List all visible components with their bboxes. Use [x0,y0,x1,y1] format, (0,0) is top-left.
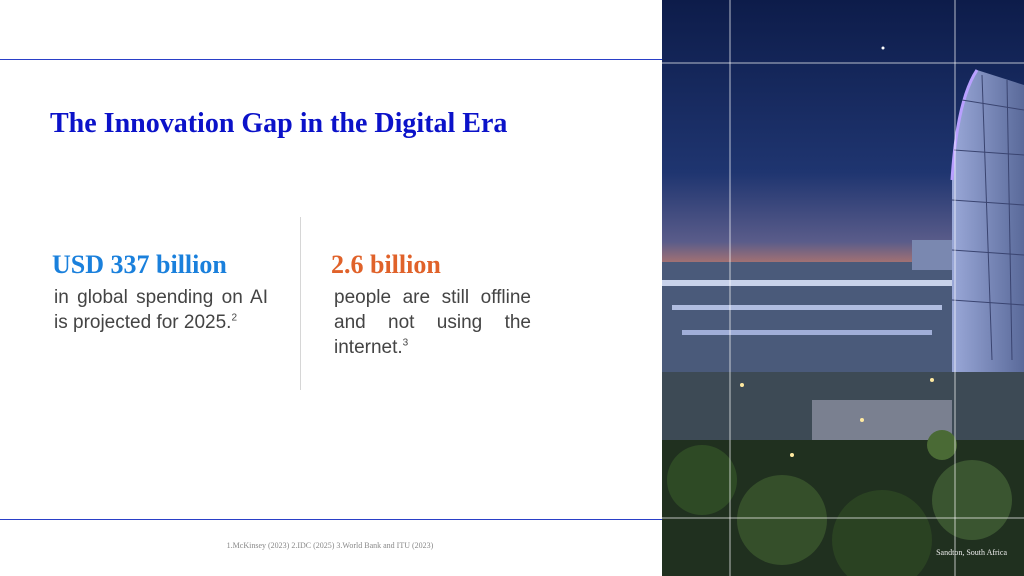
footnotes: 1.McKinsey (2023) 2.IDC (2025) 3.World B… [226,541,434,550]
stat-value: 2.6 billion [331,250,441,279]
stat-text: in global spending on AI is projected fo… [54,285,268,335]
divider [300,217,301,390]
stat-desc: in global spending on AI is projected fo… [54,287,268,333]
footnote-ref: 2 [231,312,238,324]
bottom-rule [0,519,662,520]
stat-text: people are still offline and not using t… [334,285,531,360]
footnote-ref: 3 [402,337,409,349]
slide-title: The Innovation Gap in the Digital Era [50,108,508,139]
top-rule [0,59,662,60]
city-photo [662,0,1024,576]
stat-desc: people are still offline and not using t… [334,287,531,358]
stat-value: USD 337 billion [52,250,227,279]
photo-caption: Sandton, South Africa [936,548,1007,557]
